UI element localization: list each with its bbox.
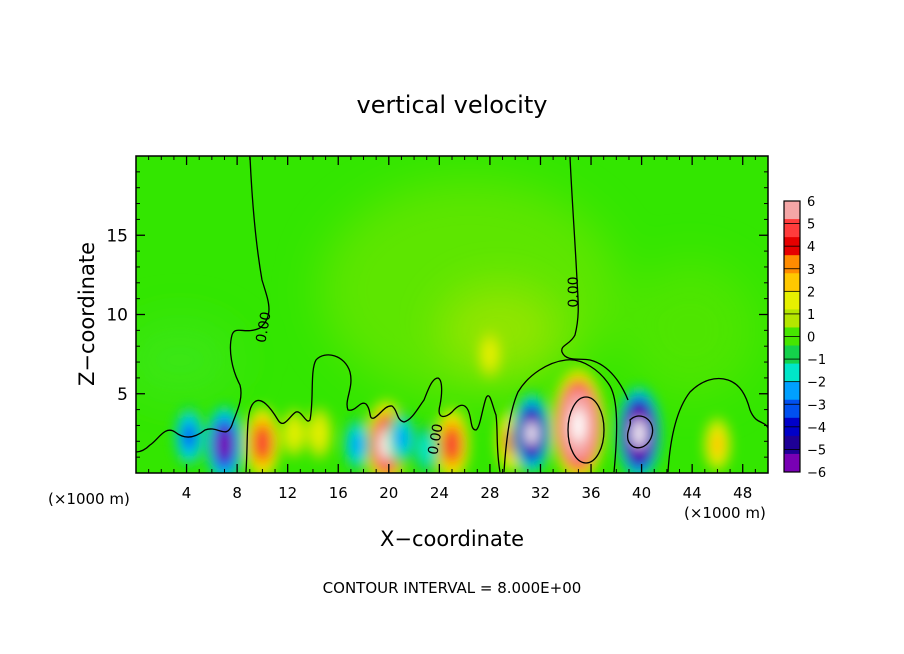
downdraft-cell (205, 404, 244, 473)
contour-label-left: 0.00 (253, 311, 274, 344)
colorbar-swatch (784, 435, 800, 455)
colorbar-swatch (784, 453, 800, 473)
contour-label-bottom: 0.00 (425, 423, 446, 456)
updraft-cell (551, 368, 606, 473)
colorbar-tick-label: 2 (807, 285, 815, 300)
contour-label-right: 0.00 (566, 276, 582, 307)
x-tick-label: 20 (379, 484, 398, 502)
colorbar-swatch (784, 363, 800, 383)
x-tick-label: 36 (581, 484, 600, 502)
x-tick-label: 44 (683, 484, 702, 502)
downdraft-cell (343, 417, 371, 472)
colorbar-swatch (784, 399, 800, 419)
colorbar-tick-label: 5 (807, 218, 815, 233)
y-axis-label: Z−coordinate (75, 242, 99, 386)
x-tick-label: 16 (329, 484, 348, 502)
background-shading (136, 180, 760, 400)
updraft-cell (703, 417, 731, 472)
chart-title: vertical velocity (357, 91, 548, 119)
x-unit-right: (×1000 m) (684, 504, 766, 522)
updraft-cell (477, 330, 503, 378)
zero-contour-cluster (245, 354, 501, 473)
colorbar-tick-label: −4 (807, 421, 826, 436)
colorbar-swatch (784, 381, 800, 401)
colorbar-swatch (784, 309, 800, 328)
contour-interval: CONTOUR INTERVAL = 8.000E+00 (323, 579, 582, 597)
zero-contour-right (561, 156, 629, 401)
velocity-field (174, 330, 731, 473)
x-tick-label: 24 (430, 484, 449, 502)
colorbar-tick-label: 0 (807, 331, 815, 346)
colorbar: 6 5 4 3 2 1 0 −1 −2 −3 −4 −5 −6 (783, 195, 826, 481)
updraft-core-contour (567, 396, 605, 464)
downdraft-cell (616, 385, 662, 473)
x-axis-label: X−coordinate (380, 527, 524, 551)
updraft-cell (306, 407, 333, 459)
colorbar-swatch (784, 345, 800, 365)
zero-contour-updraft (503, 359, 618, 473)
colorbar-tick-label: 1 (807, 308, 815, 323)
y-tick-label: 5 (117, 385, 128, 405)
x-tick-label: 32 (531, 484, 550, 502)
x-tick-label: 40 (632, 484, 651, 502)
y-tick-label: 15 (106, 226, 128, 246)
x-tick-label: 4 (182, 484, 192, 502)
colorbar-tick-label: 3 (807, 263, 815, 278)
updraft-cell (281, 409, 307, 458)
colorbar-swatch (784, 291, 800, 310)
x-unit-left: (×1000 m) (48, 490, 130, 508)
colorbar-tick-label: −2 (807, 376, 826, 391)
updraft-cell (434, 407, 470, 473)
colorbar-swatch (784, 255, 800, 274)
zero-contours (136, 156, 768, 473)
colorbar-swatch (784, 219, 800, 238)
x-axis-ticks: 4 8 12 16 20 24 28 32 36 40 44 48 (148, 156, 756, 502)
y-tick-label: 10 (106, 306, 128, 326)
colorbar-tick-label: 6 (807, 195, 815, 210)
downdraft-cell (387, 411, 415, 466)
downdraft-cell (511, 391, 552, 473)
downdraft-core-contour (626, 415, 654, 449)
colorbar-swatch (784, 273, 800, 292)
colorbar-tick-label: −5 (807, 443, 826, 458)
x-tick-label: 12 (278, 484, 297, 502)
y-axis-ticks: 5 10 15 (106, 171, 768, 458)
zero-contour-dome (667, 377, 768, 473)
colorbar-tick-label: −1 (807, 353, 826, 368)
colorbar-tick-label: 4 (807, 240, 815, 255)
colorbar-tick-label: −6 (807, 466, 826, 481)
colorbar-tick-label: −3 (807, 398, 826, 413)
zero-contour-left (136, 156, 270, 453)
downdraft-cell (413, 423, 440, 473)
x-tick-label: 28 (480, 484, 499, 502)
x-tick-label: 8 (232, 484, 242, 502)
x-tick-label: 48 (733, 484, 752, 502)
updraft-cell (244, 406, 281, 473)
colorbar-swatch (784, 201, 800, 220)
contour-labels: 0.00 0.00 0.00 (253, 276, 582, 456)
